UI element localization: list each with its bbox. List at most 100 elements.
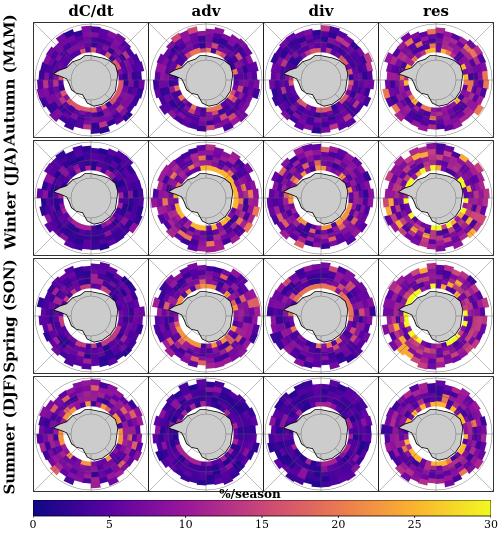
sea-ice-cell [320,146,331,153]
sea-ice-cell [187,360,199,368]
meridian-line [262,139,307,184]
sea-ice-cell [170,32,182,43]
sea-ice-cell [312,242,322,248]
meridian-line [147,94,192,139]
map-svg [9,116,173,280]
map-panel-2-1 [124,234,288,398]
meridian-line [147,139,192,184]
meridian-line [220,448,265,493]
sea-ice-cell [178,381,190,392]
meridian-line [220,375,265,420]
sea-ice-cell [55,149,67,161]
sea-ice-cell [314,112,322,119]
meridian-line [105,330,150,375]
sea-ice-cell [213,146,224,155]
sea-ice-cell [152,79,160,90]
sea-ice-cell [301,143,313,152]
sea-ice-cell [154,70,161,81]
sea-ice-cell [357,221,368,233]
sea-ice-cell [435,380,446,387]
sea-ice-cell [180,237,191,246]
sea-ice-cell [336,30,348,40]
sea-ice-cell [329,379,341,388]
sea-ice-cell [345,235,357,246]
sea-ice-cell [81,145,92,152]
sea-ice-cell [136,433,143,444]
sea-ice-cell [384,433,391,444]
map-panel-0-2 [239,0,403,162]
sea-ice-cell [473,162,485,174]
sea-ice-cell [221,386,232,395]
sea-ice-cell [84,164,92,171]
meridian-line [147,257,192,302]
sea-ice-cell [128,79,135,88]
sea-ice-cell [90,225,98,232]
sea-ice-cell [408,146,420,157]
sea-ice-cell [90,389,99,397]
sea-ice-cell [386,71,393,81]
sea-ice-cell [314,278,322,285]
map-svg [9,234,173,398]
sea-ice-cell [38,406,49,418]
sea-ice-cell [363,441,371,452]
sea-ice-cell [250,61,259,72]
sea-ice-cell [459,387,471,398]
sea-ice-cell [160,164,171,175]
sea-ice-cell [482,197,489,208]
map-panel-1-0 [9,116,173,280]
sea-ice-cell [403,315,409,322]
sea-ice-cell [154,424,161,435]
meridian-line [105,212,150,257]
sea-ice-cell [172,433,179,441]
sea-ice-cell [229,151,241,162]
sea-ice-cell [348,309,355,317]
sea-ice-cell [82,124,92,130]
sea-ice-cell [467,73,474,81]
sea-ice-cell [36,188,44,199]
column-title-res: res [423,2,449,20]
sea-ice-cell [82,477,92,484]
map-svg [354,234,500,398]
sea-ice-cell [482,79,490,90]
sea-ice-cell [429,164,437,171]
antarctica-landmass [52,409,119,461]
sea-ice-cell [135,425,141,435]
sea-ice-field [268,24,375,134]
sea-ice-cell [426,382,437,389]
sea-ice-cell [138,79,145,90]
sea-ice-cell [392,197,399,206]
sea-ice-cell [47,79,54,88]
sea-ice-cell [38,70,45,81]
sea-ice-cell [435,230,443,237]
sea-ice-cell [38,424,45,435]
sea-ice-cell [152,297,161,308]
sea-ice-cell [136,61,145,72]
sea-ice-cell [270,52,280,64]
sea-ice-cell [314,282,322,289]
sea-ice-cell [311,29,322,36]
sea-ice-cell [126,281,137,293]
sea-ice-cell [252,197,259,208]
column-title-adv: adv [191,2,221,20]
sea-ice-cell [427,153,437,161]
sea-ice-cell [314,164,322,171]
sea-ice-cell [273,458,284,470]
sea-ice-cell [426,28,437,35]
sea-ice-cell [320,243,331,250]
sea-ice-field [266,262,376,370]
map-svg [354,116,500,280]
sea-ice-cell [312,383,322,390]
meridian-line [105,448,150,493]
meridian-line [147,21,192,66]
meridian-line [262,212,307,257]
meridian-line [335,448,380,493]
sea-ice-cell [443,123,455,132]
meridian-line [377,448,422,493]
sea-ice-cell [429,401,437,407]
sea-ice-cell [251,433,257,444]
sea-ice-cell [118,309,125,317]
sea-ice-cell [229,352,241,362]
sea-ice-cell [353,191,360,199]
sea-ice-cell [251,206,260,217]
sea-ice-cell [180,355,191,365]
